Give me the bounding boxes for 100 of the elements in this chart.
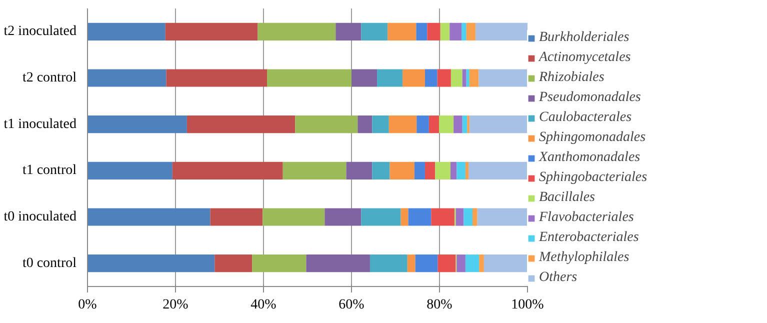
bar <box>252 254 306 272</box>
legend-label: Rhizobiales <box>539 70 604 86</box>
bar <box>462 22 466 40</box>
bar <box>450 69 462 87</box>
y-tick-label: t0 control <box>22 256 77 271</box>
bar <box>437 69 451 87</box>
bar <box>210 208 263 226</box>
bar <box>465 162 469 180</box>
legend-label: Flavobacteriales <box>539 210 634 226</box>
bar <box>484 254 528 272</box>
bar <box>416 22 428 40</box>
bar <box>358 116 372 134</box>
bar <box>400 208 408 226</box>
bar <box>88 22 166 40</box>
y-tick-label: t1 inoculated <box>4 116 77 132</box>
bar <box>456 162 466 180</box>
bar <box>440 22 450 40</box>
legend-label: Actinomycetales <box>539 50 631 66</box>
legend-label: Pseudomonadales <box>539 90 641 106</box>
bar <box>214 254 252 272</box>
bar <box>416 116 429 134</box>
bar <box>407 254 416 272</box>
bar <box>361 208 401 226</box>
bar <box>424 162 436 180</box>
bar <box>435 162 450 180</box>
bar <box>390 162 414 180</box>
x-tick-label: 0% <box>78 298 98 312</box>
legend-label: Burkholderiales <box>539 30 630 46</box>
bar <box>414 162 425 180</box>
bar <box>479 254 484 272</box>
bar <box>468 162 528 180</box>
bar <box>295 116 358 134</box>
x-tick-label: 100% <box>511 298 544 312</box>
bar <box>472 208 478 226</box>
bar <box>165 22 258 40</box>
bar <box>456 254 466 272</box>
bar <box>388 116 417 134</box>
bar <box>166 69 268 87</box>
bar <box>424 69 438 87</box>
y-tick-label: t1 control <box>22 163 77 178</box>
bar <box>372 162 390 180</box>
bar <box>262 208 325 226</box>
bar <box>324 208 362 226</box>
bar <box>370 254 408 272</box>
bar <box>88 69 166 87</box>
bar <box>454 116 462 134</box>
x-tick-label: 60% <box>338 298 365 312</box>
bar <box>439 116 454 134</box>
bar <box>306 254 370 272</box>
legend-label: Sphingobacteriales <box>539 170 648 186</box>
bar <box>462 116 468 134</box>
bar <box>469 69 479 87</box>
bar <box>469 116 528 134</box>
legend-label: Xanthomonadales <box>539 150 640 166</box>
legend-label: Caulobacterales <box>539 110 632 126</box>
bar <box>282 162 346 180</box>
legend-label: Bacillales <box>539 190 595 206</box>
bar <box>478 69 528 87</box>
legend-label: Others <box>539 270 578 286</box>
bar <box>428 116 440 134</box>
bar <box>88 208 210 226</box>
bar <box>476 22 528 40</box>
legend-label: Enterobacteriales <box>539 230 639 246</box>
bar <box>450 162 457 180</box>
bar <box>377 69 403 87</box>
bar <box>402 69 425 87</box>
bar <box>88 254 215 272</box>
bar <box>466 69 470 87</box>
bar <box>450 22 462 40</box>
bar <box>477 208 528 226</box>
bar <box>388 22 416 40</box>
bar <box>427 22 440 40</box>
x-tick-label: 20% <box>162 298 189 312</box>
y-tick-label: t0 inoculated <box>4 210 77 224</box>
bar <box>431 208 454 226</box>
y-tick-label: t2 inoculated <box>4 24 77 40</box>
bar <box>464 208 472 226</box>
legend-label: Methylophilales <box>539 250 630 266</box>
y-tick-label: t2 control <box>22 70 77 86</box>
bar <box>408 208 432 226</box>
x-tick-label: 40% <box>250 298 277 312</box>
bar <box>361 22 388 40</box>
bar <box>462 69 466 87</box>
bar <box>186 116 296 134</box>
bar <box>258 22 336 40</box>
bar <box>438 254 456 272</box>
bar <box>88 116 187 134</box>
bar <box>346 162 372 180</box>
bar <box>172 162 283 180</box>
bar <box>336 22 362 40</box>
bar <box>267 69 352 87</box>
x-tick-label: 80% <box>426 298 453 312</box>
bar <box>352 69 378 87</box>
bar <box>88 162 172 180</box>
bar <box>465 254 480 272</box>
bar <box>415 254 438 272</box>
bar <box>372 116 389 134</box>
bar <box>466 22 476 40</box>
legend-label: Sphingomonadales <box>539 130 646 146</box>
bar <box>456 208 464 226</box>
